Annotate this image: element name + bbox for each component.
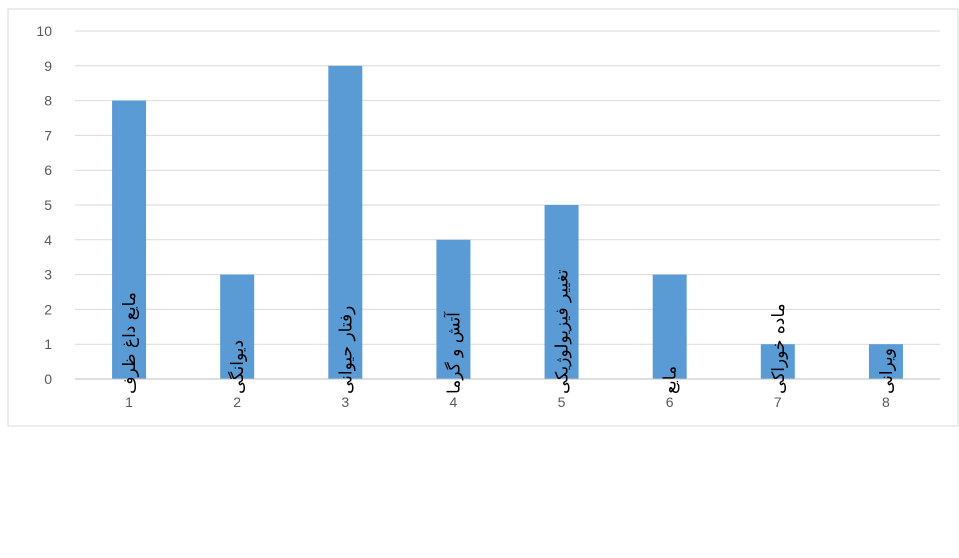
- x-category-label: ویرانی: [877, 348, 897, 394]
- y-tick-label: 5: [44, 197, 52, 213]
- y-axis-tick-labels: 0 1 2 3 4 5 6 7 8 9 10: [36, 23, 52, 387]
- chart-frame: [7, 8, 959, 427]
- bar: [760, 344, 795, 379]
- x-tick-number: 7: [774, 394, 782, 410]
- y-tick-label: 7: [44, 127, 52, 143]
- x-category-label: آتش و گرما: [442, 311, 464, 394]
- x-category-label: ماده خوراکی: [769, 303, 789, 394]
- x-category-label: مایع داغ ظرف: [120, 292, 140, 394]
- y-tick-label: 1: [44, 336, 52, 352]
- bar: [220, 274, 255, 379]
- x-tick-number: 6: [666, 394, 674, 410]
- x-tick-number: 8: [882, 394, 890, 410]
- y-tick-label: 8: [44, 93, 52, 109]
- x-tick-number: 2: [233, 394, 241, 410]
- y-tick-label: 10: [36, 23, 52, 39]
- y-tick-label: 6: [44, 162, 52, 178]
- x-tick-number: 5: [558, 394, 566, 410]
- y-tick-label: 9: [44, 58, 52, 74]
- x-category-label: دیوانگی: [227, 340, 248, 394]
- x-tick-number: 3: [341, 394, 349, 410]
- x-tick-number: 1: [125, 394, 133, 410]
- y-tick-label: 3: [44, 267, 52, 283]
- bar: [436, 239, 471, 379]
- bar: [868, 344, 903, 379]
- bar: [328, 65, 363, 380]
- bars: [112, 65, 903, 380]
- y-tick-label: 0: [44, 371, 52, 387]
- gridlines: [75, 30, 940, 345]
- x-axis-tick-numbers: 1 2 3 4 5 6 7 8: [125, 394, 890, 410]
- x-tick-number: 4: [450, 394, 458, 410]
- x-category-label: مایع: [661, 366, 681, 394]
- x-category-label: تغییر فیزیولوژیکی: [553, 269, 573, 394]
- bar: [652, 274, 687, 379]
- bar: [112, 100, 147, 379]
- x-axis-category-labels: مایع داغ ظرف دیوانگی رفتار حیوانی آتش و گرم…: [120, 269, 897, 394]
- y-tick-label: 4: [44, 232, 52, 248]
- x-category-label: رفتار حیوانی: [336, 306, 356, 394]
- bar: [544, 205, 579, 379]
- y-tick-label: 2: [44, 301, 52, 317]
